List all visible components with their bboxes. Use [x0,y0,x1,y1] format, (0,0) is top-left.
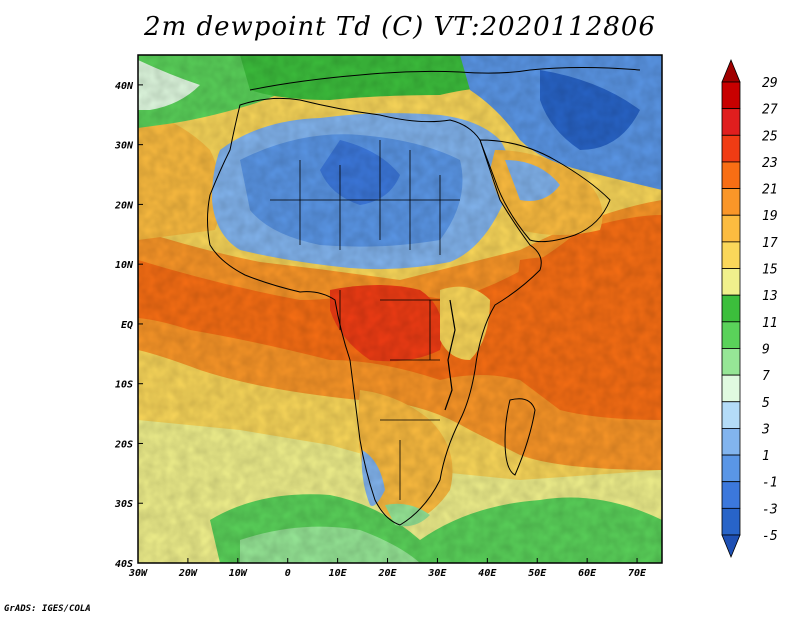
colorbar: 29 27 25 23 21 19 17 15 13 11 9 7 5 3 1 -1 -3 -5 [721,58,778,559]
x-tick-label: 0 [285,568,291,579]
y-tick-label: EQ [121,320,133,331]
colorbar-label: 17 [762,236,778,251]
x-tick-label: 60E [578,568,597,579]
x-tick-label: 10E [329,568,348,579]
colorbar-label: -5 [762,529,778,544]
x-tick-label: 20W [178,568,198,579]
colorbar-label: 25 [762,129,778,144]
colorbar-label: 1 [762,449,770,464]
y-tick-label: 40N [115,81,134,92]
colorbar-label: 21 [762,183,778,198]
x-tick-label: 40E [478,568,497,579]
map-title: 2m dewpoint Td (C) VT:2020112806 [144,12,656,42]
arabia-outline [479,139,611,243]
colorbar-swatch [721,134,741,163]
colorbar-swatch [721,454,741,483]
country-borders [270,140,460,500]
colorbar-swatch [721,428,741,456]
colorbar-bottom-arrow [721,534,741,559]
colorbar-swatch [721,241,741,269]
africa-outline [207,97,542,526]
colorbar-label: 27 [762,103,778,118]
colorbar-swatch [721,81,741,110]
map-axes: 30W 20W 10W 0 10E 20E 30E 40E 50E 60E 70E 40N 30N 20N… [114,81,647,579]
colorbar-swatch [721,481,741,509]
madagascar-outline [504,398,536,476]
colorbar-label: 19 [762,209,778,224]
colorbar-swatch [721,188,741,216]
rift-lakes [444,299,456,411]
y-tick-label: 20N [114,200,134,211]
colorbar-label: 11 [762,316,778,331]
colorbar-swatch [721,268,741,296]
x-tick-label: 10W [229,568,248,579]
x-tick-label: 30W [128,568,148,579]
x-tick-label: 70E [628,568,647,579]
y-tick-label: 30S [114,499,133,510]
colorbar-label: -3 [762,502,778,517]
colorbar-label: 13 [762,289,778,304]
colorbar-swatch [721,507,741,536]
colorbar-label: 5 [762,396,770,411]
colorbar-label: 29 [762,76,778,91]
x-tick-label: 20E [377,568,397,579]
colorbar-label: -1 [762,476,778,491]
colorbar-swatch [721,321,741,349]
y-tick-label: 40S [115,559,133,570]
y-tick-label: 10N [115,260,134,271]
x-tick-label: 50E [528,568,547,579]
y-tick-label: 20S [114,439,133,450]
colorbar-label: 3 [761,422,770,437]
coastlines [207,67,641,526]
colorbar-swatch [721,348,741,376]
y-tick-label: 30N [114,141,134,152]
colorbar-swatch [721,161,741,189]
colorbar-label: 9 [762,342,770,357]
colorbar-swatch [721,401,741,429]
colorbar-label: 7 [762,369,770,384]
x-tick-label: 30E [427,568,447,579]
colorbar-label: 15 [762,263,778,278]
europe-coast [249,67,641,91]
colorbar-swatch [721,294,741,323]
colorbar-swatch [721,108,741,136]
footer-credit: GrADS: IGES/COLA [4,604,91,614]
map-frame [137,54,663,564]
colorbar-swatch [721,214,741,243]
colorbar-top-arrow [721,58,741,83]
colorbar-label: 23 [762,156,778,171]
y-tick-label: 10S [115,380,133,391]
colorbar-swatch [721,374,741,403]
